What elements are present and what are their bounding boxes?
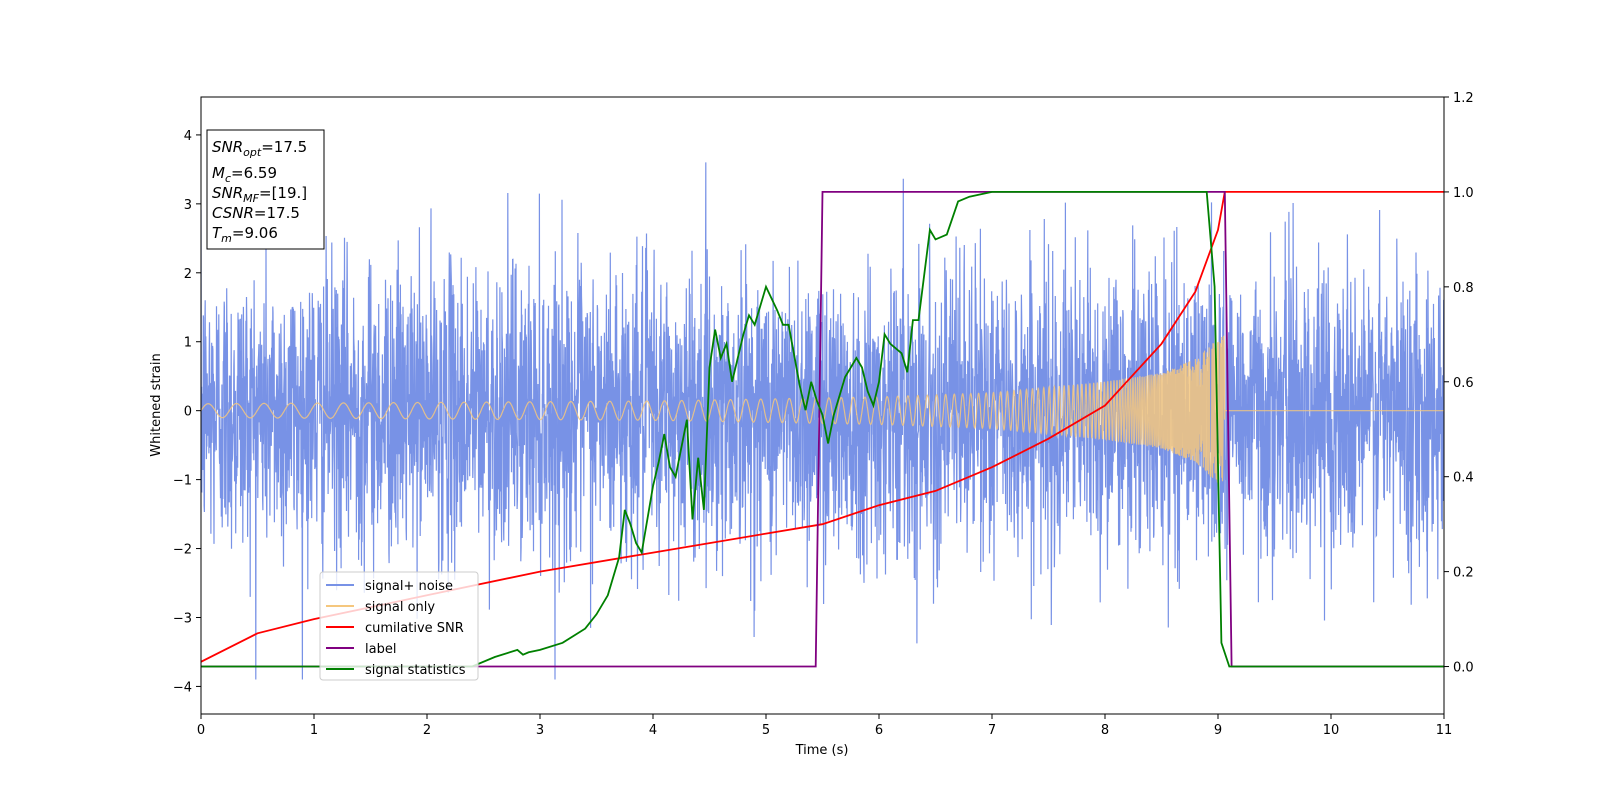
info-csnr: CSNR=17.5	[212, 204, 300, 222]
legend-frame	[319, 571, 479, 681]
legend-label: signal+ noise	[365, 579, 453, 594]
x-tick-label: 10	[1323, 723, 1340, 738]
y-left-tick-label: −3	[173, 611, 192, 626]
x-tick-label: 7	[988, 723, 996, 738]
x-tick-label: 6	[875, 723, 883, 738]
y-right-tick-label: 0.0	[1453, 661, 1474, 676]
y-left-tick-label: 0	[184, 405, 192, 420]
y-left-tick-label: −4	[173, 680, 192, 695]
y-right-tick-label: 0.2	[1453, 566, 1474, 581]
x-tick-label: 4	[649, 723, 657, 738]
series-signal-statistics	[201, 190, 1444, 668]
y-right-tick-label: 1.2	[1453, 91, 1474, 106]
legend-label: signal statistics	[365, 663, 466, 678]
legend: signal+ noise signal only cumilative SNR la…	[319, 571, 479, 681]
series-signal-only	[201, 335, 1444, 483]
series-signal-noise	[201, 162, 1444, 680]
y-right-tick-label: 0.4	[1453, 471, 1474, 486]
y-left-tick-label: −2	[173, 543, 192, 558]
info-snr-opt: SNRopt=17.5	[212, 138, 307, 159]
y-right-tick-label: 0.8	[1453, 281, 1474, 296]
y-left-tick-label: 2	[184, 267, 192, 282]
legend-label: signal only	[365, 600, 435, 615]
info-box: SNRopt=17.5 Mc=6.59 SNRMF=[19.] CSNR=17.…	[206, 129, 325, 250]
y-right-tick-label: 0.6	[1453, 376, 1474, 391]
info-tm: Tm=9.06	[212, 224, 278, 245]
plot-frame	[200, 96, 1445, 715]
y-axis-label: Whitened strain	[149, 353, 164, 456]
info-mc: Mc=6.59	[212, 164, 277, 185]
x-tick-label: 5	[762, 723, 770, 738]
x-tick-label: 8	[1101, 723, 1109, 738]
x-tick-label: 9	[1214, 723, 1222, 738]
y-right-tick-label: 1.0	[1453, 186, 1474, 201]
x-tick-label: 11	[1436, 723, 1453, 738]
x-axis-label: Time (s)	[795, 743, 849, 758]
y-left-tick-label: 3	[184, 198, 192, 213]
x-tick-label: 1	[310, 723, 318, 738]
info-snr-mf: SNRMF=[19.]	[212, 184, 307, 205]
y-left-tick-label: 1	[184, 336, 192, 351]
x-tick-label: 2	[423, 723, 431, 738]
axes: 0 1 2 3 4 5 6 7 8 9 10 1143210−1−2−3−41.21.00.80.60…	[173, 91, 1474, 738]
legend-label: label	[365, 642, 396, 657]
info-box-frame	[206, 129, 325, 250]
x-tick-label: 0	[197, 723, 205, 738]
x-tick-label: 3	[536, 723, 544, 738]
y-left-tick-label: −1	[173, 474, 192, 489]
y-left-tick-label: 4	[184, 129, 192, 144]
legend-label: cumilative SNR	[365, 621, 464, 636]
